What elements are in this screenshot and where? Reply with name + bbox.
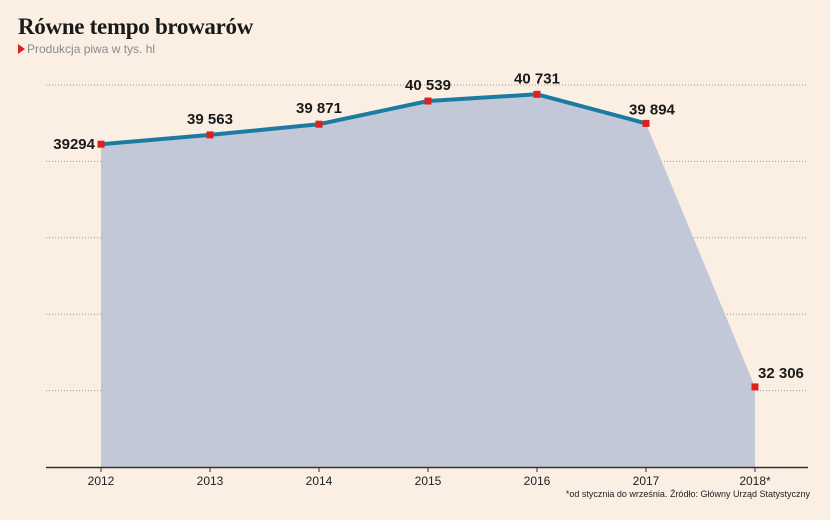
data-label: 39294 bbox=[53, 136, 95, 153]
data-label: 40 539 bbox=[405, 77, 451, 94]
series-line bbox=[99, 92, 648, 147]
data-point-2016 bbox=[533, 90, 541, 98]
x-tick-label: 2017 bbox=[633, 474, 660, 488]
x-tick-label: 2018* bbox=[739, 474, 771, 488]
x-tick-label: 2015 bbox=[415, 474, 442, 488]
x-tick-label: 2016 bbox=[524, 474, 551, 488]
chart-subtitle: Produkcja piwa w tys. hl bbox=[18, 42, 155, 56]
data-point-2012 bbox=[97, 140, 105, 148]
data-label: 32 306 bbox=[758, 365, 804, 382]
data-point-2014 bbox=[315, 120, 323, 128]
subtitle-text: Produkcja piwa w tys. hl bbox=[27, 42, 156, 56]
data-label: 39 894 bbox=[629, 101, 676, 118]
data-label: 39 871 bbox=[296, 100, 342, 117]
data-point-2018 bbox=[751, 383, 759, 391]
data-point-2017 bbox=[642, 119, 650, 127]
data-label: 40 731 bbox=[514, 70, 560, 87]
source-note: *od stycznia do września. Źródło: Główny… bbox=[565, 489, 810, 499]
data-point-2015 bbox=[424, 97, 432, 105]
series-area bbox=[101, 94, 755, 468]
x-tick-label: 2012 bbox=[88, 474, 115, 488]
chart-title: Równe tempo browarów bbox=[18, 14, 254, 39]
x-tick-label: 2014 bbox=[306, 474, 333, 488]
red-triangle-icon bbox=[18, 44, 25, 54]
data-label: 39 563 bbox=[187, 111, 233, 128]
x-tick-label: 2013 bbox=[197, 474, 224, 488]
data-point-2013 bbox=[206, 131, 214, 139]
